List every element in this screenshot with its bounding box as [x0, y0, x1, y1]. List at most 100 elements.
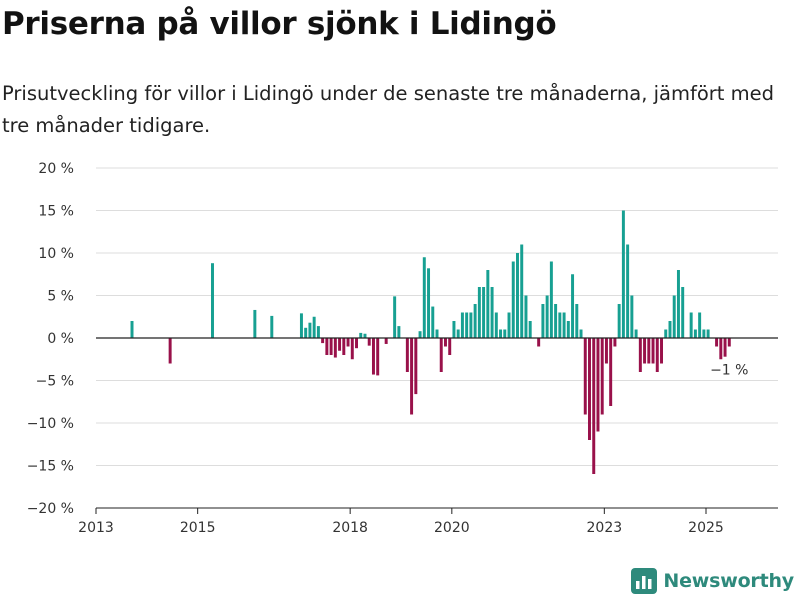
- bar-2019-12: [448, 338, 452, 355]
- bar-2021-05: [520, 244, 524, 338]
- bar-2022-12: [600, 338, 604, 415]
- y-tick-label: −10 %: [27, 416, 74, 432]
- bar-2021-10: [541, 304, 545, 338]
- bar-2017-10: [338, 338, 342, 351]
- bar-2019-08: [431, 306, 435, 338]
- bar-2021-03: [511, 261, 515, 338]
- bar-2023-03: [613, 338, 617, 347]
- axes: [95, 337, 778, 514]
- bar-2019-03: [410, 338, 414, 415]
- bar-2023-06: [626, 244, 630, 338]
- bar-2018-12: [397, 326, 401, 338]
- bar-2024-01: [655, 338, 659, 372]
- bar-2019-05: [418, 331, 422, 338]
- bar-2022-01: [554, 304, 558, 338]
- y-tick-label: 5 %: [47, 289, 74, 305]
- bar-2024-02: [660, 338, 663, 364]
- bar-2024-07: [681, 287, 685, 338]
- bar-2023-11: [647, 338, 651, 364]
- bar-2016-06: [270, 315, 274, 338]
- bar-2024-05: [672, 295, 676, 338]
- bar-2022-11: [596, 338, 600, 432]
- bar-2019-11: [443, 338, 447, 347]
- bar-2025-01: [706, 329, 710, 338]
- y-tick-label: −20 %: [27, 501, 74, 517]
- bar-2022-06: [575, 304, 579, 338]
- bar-2025-03: [715, 338, 719, 347]
- bar-2017-07: [325, 338, 329, 355]
- y-tick-label: −5 %: [36, 374, 74, 390]
- bar-2023-08: [634, 329, 638, 338]
- bar-2016-02: [253, 309, 257, 338]
- bar-2021-12: [549, 261, 553, 338]
- bar-2017-04: [312, 316, 316, 338]
- bar-2021-01: [503, 329, 507, 338]
- bar-2024-06: [676, 270, 680, 338]
- bar-2014-06: [168, 338, 172, 364]
- brand-logo: Newsworthy: [631, 568, 794, 594]
- bar-2015-04: [211, 263, 214, 338]
- bar-2022-02: [558, 312, 562, 338]
- bar-2017-06: [321, 338, 325, 344]
- y-tick-label: −15 %: [27, 459, 74, 475]
- x-tick-label: 2018: [332, 520, 368, 536]
- bar-2020-08: [482, 287, 486, 338]
- bar-2018-05: [367, 338, 371, 346]
- bar-2019-09: [435, 329, 439, 338]
- bar-2020-10: [490, 287, 494, 338]
- bar-2021-11: [545, 295, 549, 338]
- y-tick-label: 10 %: [38, 246, 74, 262]
- bar-2017-02: [304, 327, 308, 338]
- bar-2020-02: [456, 329, 460, 338]
- bar-2017-12: [346, 338, 350, 347]
- bar-2020-04: [465, 312, 469, 338]
- bar-2024-11: [698, 312, 702, 338]
- bar-2017-11: [342, 338, 346, 355]
- bar-2017-03: [308, 322, 312, 338]
- bar-2021-04: [516, 253, 519, 338]
- tick-labels: 20 %15 %10 %5 %0 %−5 %−10 %−15 %−20 %201…: [27, 161, 749, 536]
- bar-2022-08: [583, 338, 587, 415]
- bar-2013-09: [130, 321, 134, 338]
- bar-2020-06: [473, 304, 477, 338]
- bar-2019-06: [422, 257, 426, 338]
- bar-2023-04: [617, 304, 621, 338]
- x-tick-label: 2013: [78, 520, 114, 536]
- bar-2021-07: [528, 321, 532, 338]
- y-tick-label: 0 %: [47, 331, 74, 347]
- bar-2018-02: [355, 338, 358, 349]
- bar-2025-05: [723, 338, 727, 357]
- bar-chart-logo-icon: [631, 568, 658, 594]
- brand-name: Newsworthy: [663, 570, 794, 592]
- x-tick-label: 2020: [434, 520, 470, 536]
- bar-2022-10: [592, 338, 596, 474]
- bar-2017-08: [329, 338, 333, 355]
- bar-2019-07: [427, 268, 431, 338]
- bar-2018-04: [363, 333, 367, 338]
- bar-2022-03: [562, 312, 566, 338]
- bar-2019-10: [439, 338, 443, 372]
- x-tick-label: 2015: [180, 520, 216, 536]
- bars: [130, 210, 731, 474]
- bar-2023-02: [609, 338, 613, 406]
- bar-2022-05: [571, 274, 575, 338]
- bar-2020-12: [499, 329, 503, 338]
- bar-2020-09: [486, 270, 490, 338]
- bar-2019-02: [405, 338, 409, 372]
- bar-2021-06: [524, 295, 528, 338]
- last-value-annotation: −1 %: [710, 363, 748, 379]
- y-tick-label: 15 %: [38, 204, 74, 220]
- bar-2018-01: [350, 338, 354, 360]
- bar-2018-03: [359, 332, 363, 338]
- bar-2024-10: [693, 329, 697, 338]
- bar-2021-09: [537, 338, 541, 347]
- bar-2025-06: [727, 338, 731, 347]
- grid-lines: [96, 167, 778, 466]
- bar-2018-11: [393, 296, 397, 338]
- bar-2019-04: [414, 338, 418, 395]
- bar-2017-05: [316, 326, 320, 338]
- bar-2018-09: [384, 338, 388, 344]
- chart-subtitle: Prisutveckling för villor i Lidingö unde…: [2, 82, 775, 137]
- bar-2020-01: [452, 321, 456, 338]
